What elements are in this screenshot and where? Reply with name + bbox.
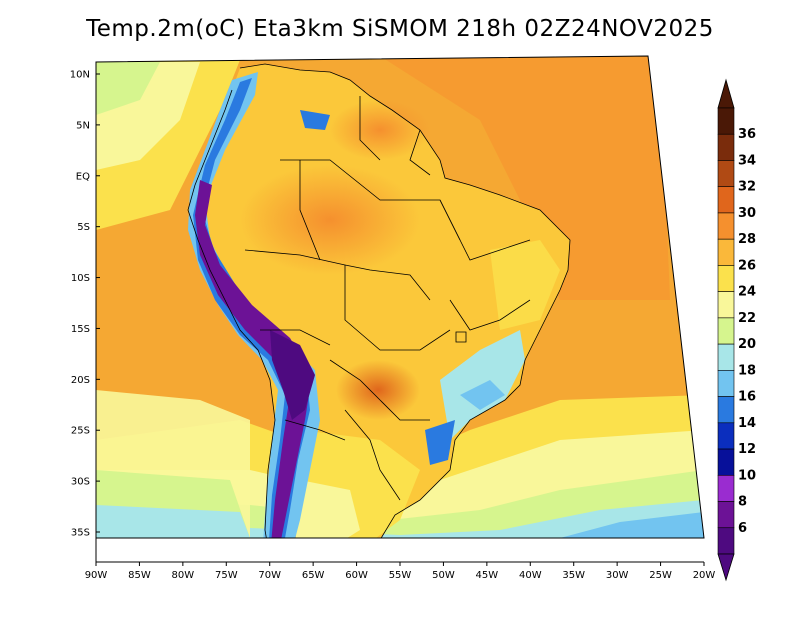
colorbar-tick-label: 24 — [738, 285, 756, 300]
colorbar-segment — [717, 527, 735, 555]
region-pantanal-hot — [336, 360, 420, 420]
colorbar-segment — [717, 317, 735, 345]
colorbar: 36 34 32 30 28 26 24 22 20 18 16 14 12 10 8 6 — [717, 78, 756, 582]
colorbar-segment — [717, 238, 735, 266]
ocean-band-atlantic — [380, 56, 670, 300]
region-venezuela-highlands — [300, 110, 330, 130]
ocean-band-pacific-south3 — [96, 505, 250, 538]
colorbar-tick-label: 34 — [738, 153, 756, 168]
colorbar-segment — [717, 501, 735, 529]
longitude-axis: 90W 85W 80W 75W 70W 65W 60W 55W 50W 45W 40W 35W 30W 2… — [85, 561, 716, 581]
lon-tick-label: 65W — [302, 570, 325, 581]
colorbar-bottom-arrow — [717, 553, 735, 582]
lat-tick-label: 10N — [70, 70, 90, 81]
lon-tick-label: 85W — [128, 570, 151, 581]
colorbar-top-arrow — [717, 78, 735, 109]
lat-tick-label: EQ — [76, 171, 90, 182]
colorbar-segment — [717, 343, 735, 371]
colorbar-segment — [717, 265, 735, 292]
lon-tick-label: 90W — [85, 570, 108, 581]
colorbar-segment — [717, 291, 735, 319]
ocean-band-pacific-north-cool2 — [96, 62, 160, 115]
lat-tick-label: 35S — [71, 528, 90, 539]
ocean-band-16 — [560, 512, 704, 538]
lon-tick-label: 40W — [519, 570, 542, 581]
map-title: Temp.2m(oC) Eta3km SiSMOM 218h 02Z24NOV2… — [86, 16, 714, 42]
lon-tick-label: 70W — [258, 570, 281, 581]
colorbar-segment — [717, 212, 735, 240]
lon-tick-label: 35W — [562, 570, 585, 581]
colorbar-tick-label: 16 — [738, 390, 756, 405]
colorbar-tick-label: 30 — [738, 206, 756, 221]
lat-tick-label: 20S — [71, 375, 90, 386]
colorbar-segment — [717, 160, 735, 188]
country-boundaries — [187, 63, 571, 538]
colorbar-tick-label: 32 — [738, 180, 756, 195]
region-altiplano-frozen — [270, 330, 315, 420]
colorbar-segment — [717, 448, 735, 476]
map-plot — [95, 55, 705, 539]
region-amazon-warm — [240, 165, 420, 275]
lon-tick-label: 45W — [476, 570, 499, 581]
colorbar-tick-label: 36 — [738, 127, 756, 142]
region-north-warm — [330, 100, 430, 160]
lon-tick-label: 20W — [693, 570, 716, 581]
region-south-brazil-cold — [425, 420, 455, 465]
colorbar-segment — [717, 107, 735, 135]
region-southeast-cold — [460, 380, 505, 410]
colorbar-segment — [717, 474, 735, 502]
region-patagonia-cool — [295, 480, 360, 538]
lon-tick-label: 50W — [432, 570, 455, 581]
colorbar-tick-label: 6 — [738, 521, 747, 536]
colorbar-tick-label: 26 — [738, 258, 756, 273]
lon-tick-label: 30W — [606, 570, 629, 581]
colorbar-tick-label: 10 — [738, 468, 756, 483]
colorbar-tick-label: 8 — [738, 495, 747, 510]
colorbar-segment — [717, 186, 735, 214]
lat-tick-label: 25S — [71, 426, 90, 437]
colorbar-tick-label: 22 — [738, 311, 756, 326]
colorbar-segment — [717, 396, 735, 424]
lat-tick-label: 5S — [77, 222, 90, 233]
colorbar-segment — [717, 133, 735, 161]
lat-tick-label: 15S — [71, 324, 90, 335]
colorbar-tick-label: 18 — [738, 363, 756, 378]
colorbar-segment — [717, 422, 735, 450]
colorbar-tick-label: 12 — [738, 442, 756, 457]
region-northeast-cool — [490, 240, 560, 330]
lon-tick-label: 80W — [172, 570, 195, 581]
colorbar-tick-label: 14 — [738, 416, 756, 431]
colorbar-tick-label: 28 — [738, 232, 756, 247]
colorbar-tick-label: 20 — [738, 337, 756, 352]
colorbar-segment — [717, 370, 735, 397]
lat-tick-label: 5N — [76, 120, 90, 131]
lon-tick-label: 60W — [345, 570, 368, 581]
region-andes-coldest — [195, 180, 312, 538]
lon-tick-label: 25W — [649, 570, 672, 581]
lon-tick-label: 75W — [215, 570, 238, 581]
lon-tick-label: 55W — [389, 570, 412, 581]
lat-tick-label: 30S — [71, 477, 90, 488]
lat-tick-label: 10S — [71, 273, 90, 284]
latitude-axis: 10N 5N EQ 5S 10S 15S 20S 25S 30S 35S — [70, 62, 100, 562]
